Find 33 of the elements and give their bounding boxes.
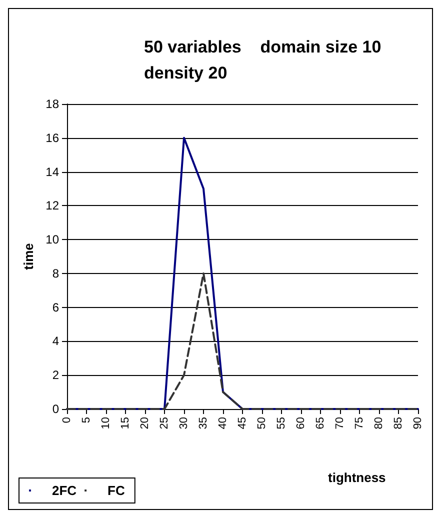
- y-tick-label: 18: [46, 97, 60, 111]
- legend-label: 2FC: [52, 483, 78, 498]
- y-tick-label: 10: [46, 232, 60, 247]
- x-axis-title: tightness: [328, 470, 386, 485]
- x-tick-label: 80: [373, 417, 385, 430]
- x-tick-label: 5: [80, 417, 92, 424]
- x-tick-label: 35: [198, 417, 210, 430]
- y-tick-label: 14: [46, 164, 60, 179]
- x-tick-label: 55: [276, 417, 288, 430]
- x-tick-label: 90: [412, 417, 424, 430]
- x-tick-label: 10: [100, 417, 112, 430]
- x-tick-label: 0: [61, 417, 73, 424]
- x-tick-label: 15: [120, 417, 132, 430]
- x-tick-label: 25: [158, 417, 170, 430]
- y-tick-label: 6: [52, 300, 60, 314]
- x-tick-label: 60: [295, 417, 307, 430]
- x-tick-label: 70: [334, 417, 346, 430]
- x-tick-label: 45: [236, 417, 248, 430]
- x-tick-label: 40: [217, 417, 229, 430]
- legend-label: FC: [108, 483, 126, 498]
- y-axis-title: time: [20, 243, 36, 270]
- x-tick-label: 65: [314, 417, 326, 430]
- y-tick-label: 16: [46, 130, 60, 145]
- x-tick-label: 20: [139, 417, 151, 430]
- x-tick-label: 50: [256, 417, 268, 430]
- x-tick-label: 75: [354, 417, 366, 430]
- chart-title: 50 variables domain size 10 density 20: [144, 38, 382, 82]
- y-tick-label: 8: [52, 266, 60, 280]
- x-tick-label: 30: [178, 417, 190, 430]
- y-tick-label: 2: [52, 368, 60, 382]
- y-tick-label: 12: [46, 198, 60, 213]
- x-tick-label: 85: [392, 417, 404, 430]
- y-tick-label: 4: [52, 334, 60, 348]
